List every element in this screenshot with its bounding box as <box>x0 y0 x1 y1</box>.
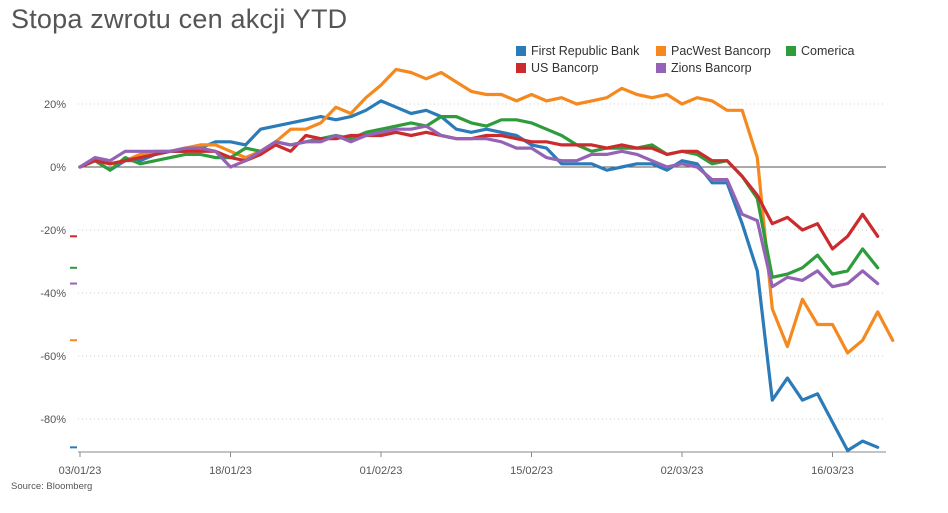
legend-item-pacwest-bancorp: PacWest Bancorp <box>656 44 771 58</box>
legend-item-first-republic-bank: First Republic Bank <box>516 44 639 58</box>
x-tick-label: 01/02/23 <box>360 465 403 477</box>
series-line-us-bancorp <box>78 130 880 251</box>
x-tick-label: 03/01/23 <box>59 465 102 477</box>
legend-label: PacWest Bancorp <box>671 44 771 58</box>
legend-swatch <box>516 46 526 56</box>
series-line-zions-bancorp <box>78 124 880 289</box>
legend-label: US Bancorp <box>531 61 599 75</box>
x-tick-label: 15/02/23 <box>510 465 553 477</box>
legend-label: Comerica <box>801 44 855 58</box>
y-tick-label: -60% <box>40 351 66 363</box>
legend-swatch <box>656 46 666 56</box>
legend-item-us-bancorp: US Bancorp <box>516 61 598 75</box>
x-tick-label: 18/01/23 <box>209 465 252 477</box>
series-line-pacwest-bancorp <box>78 67 895 355</box>
legend-swatch <box>786 46 796 56</box>
y-tick-label: 20% <box>44 99 66 111</box>
y-tick-label: -20% <box>40 225 66 237</box>
y-tick-label: -80% <box>40 414 66 426</box>
legend-item-comerica: Comerica <box>786 44 855 58</box>
chart-title: Stopa zwrotu cen akcji YTD <box>11 4 348 34</box>
legend-label: First Republic Bank <box>531 44 640 58</box>
legend-label: Zions Bancorp <box>671 61 752 75</box>
y-tick-label: -40% <box>40 288 66 300</box>
legend-item-zions-bancorp: Zions Bancorp <box>656 61 752 75</box>
x-tick-label: 02/03/23 <box>661 465 704 477</box>
x-tick-label: 16/03/23 <box>811 465 854 477</box>
legend-swatch <box>656 63 666 73</box>
series-line-first-republic-bank <box>78 99 880 453</box>
y-tick-label: 0% <box>50 162 66 174</box>
legend-swatch <box>516 63 526 73</box>
source-note: Source: Bloomberg <box>11 481 93 492</box>
